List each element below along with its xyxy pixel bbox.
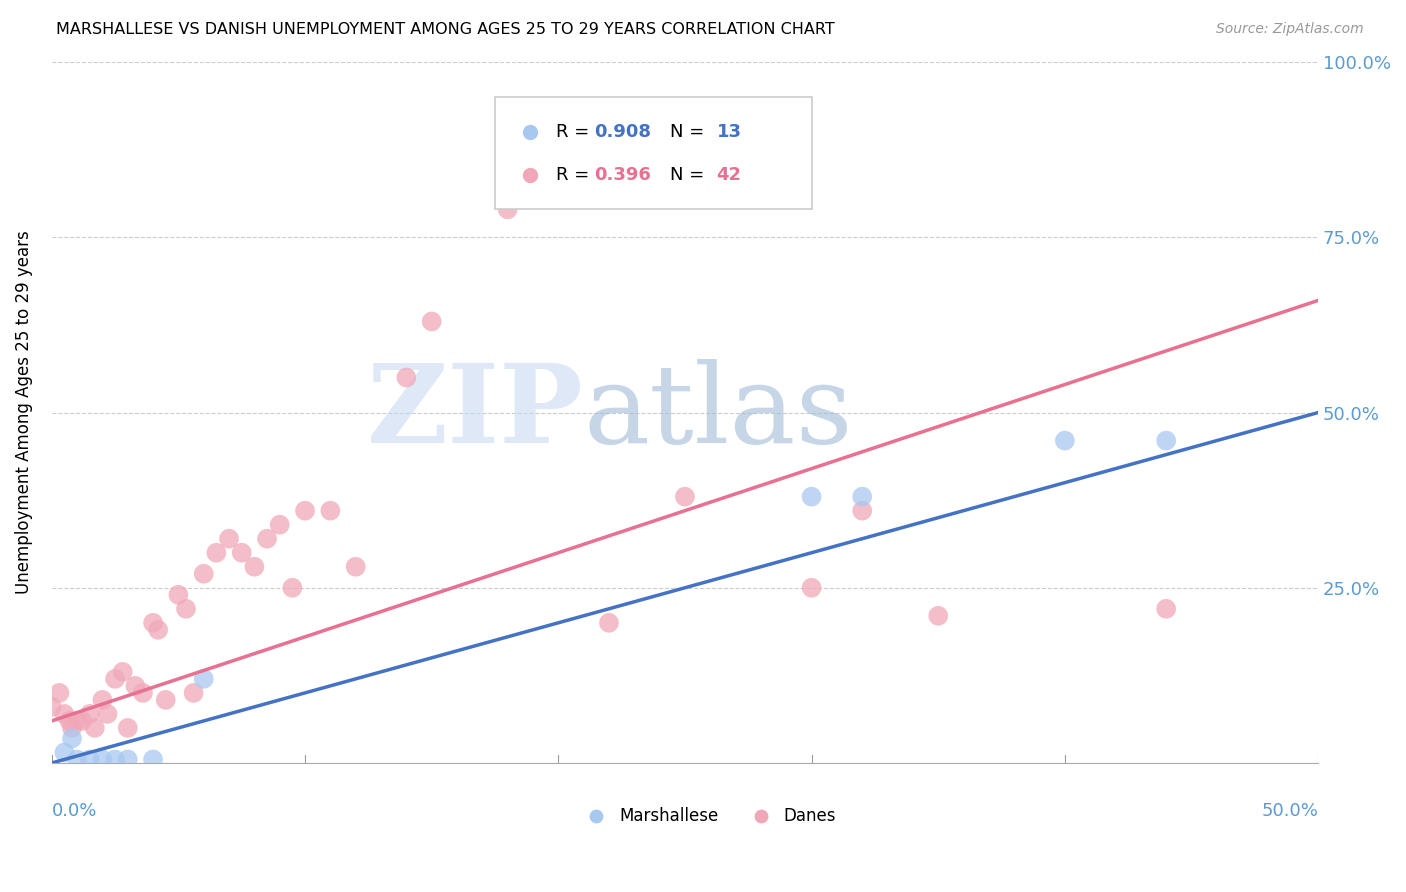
Point bbox=[218, 532, 240, 546]
Point bbox=[673, 490, 696, 504]
Point bbox=[269, 517, 291, 532]
Point bbox=[231, 546, 253, 560]
Point bbox=[111, 665, 134, 679]
Point bbox=[96, 706, 118, 721]
Point bbox=[1129, 808, 1152, 822]
Point bbox=[183, 686, 205, 700]
Point bbox=[205, 546, 228, 560]
Point bbox=[319, 503, 342, 517]
Text: N =: N = bbox=[669, 166, 710, 184]
Point bbox=[53, 746, 76, 760]
Point bbox=[420, 314, 443, 328]
Point bbox=[167, 588, 190, 602]
Point bbox=[66, 752, 89, 766]
Point bbox=[142, 615, 165, 630]
Point bbox=[60, 721, 83, 735]
Point bbox=[83, 721, 105, 735]
Text: ZIP: ZIP bbox=[367, 359, 583, 466]
Text: Danes: Danes bbox=[783, 806, 837, 824]
Point bbox=[53, 706, 76, 721]
Point bbox=[66, 714, 89, 728]
Text: 0.0%: 0.0% bbox=[52, 802, 97, 820]
Point bbox=[395, 370, 418, 384]
Point bbox=[851, 490, 873, 504]
Point bbox=[91, 693, 114, 707]
Text: 13: 13 bbox=[717, 123, 741, 141]
Point bbox=[998, 125, 1021, 139]
Point bbox=[60, 731, 83, 746]
Point bbox=[193, 672, 215, 686]
Point bbox=[1053, 434, 1076, 448]
Point bbox=[155, 693, 177, 707]
Text: 0.908: 0.908 bbox=[593, 123, 651, 141]
Point bbox=[598, 615, 620, 630]
Point bbox=[104, 752, 127, 766]
Point bbox=[800, 581, 823, 595]
Text: R =: R = bbox=[555, 166, 595, 184]
Point bbox=[998, 168, 1021, 182]
Point bbox=[927, 608, 949, 623]
Text: atlas: atlas bbox=[583, 359, 853, 466]
Point bbox=[281, 581, 304, 595]
Point bbox=[256, 532, 278, 546]
Point bbox=[124, 679, 146, 693]
Point bbox=[800, 490, 823, 504]
Text: R =: R = bbox=[555, 123, 595, 141]
Point bbox=[1154, 601, 1177, 615]
Point bbox=[117, 752, 139, 766]
Text: N =: N = bbox=[669, 123, 710, 141]
Text: MARSHALLESE VS DANISH UNEMPLOYMENT AMONG AGES 25 TO 29 YEARS CORRELATION CHART: MARSHALLESE VS DANISH UNEMPLOYMENT AMONG… bbox=[56, 22, 835, 37]
Text: 42: 42 bbox=[717, 166, 741, 184]
FancyBboxPatch shape bbox=[495, 97, 811, 210]
Point bbox=[41, 699, 63, 714]
Point bbox=[79, 752, 101, 766]
Point bbox=[79, 706, 101, 721]
Text: Source: ZipAtlas.com: Source: ZipAtlas.com bbox=[1216, 22, 1364, 37]
Point bbox=[104, 672, 127, 686]
Point bbox=[117, 721, 139, 735]
Point bbox=[146, 623, 169, 637]
Point bbox=[193, 566, 215, 581]
Text: 50.0%: 50.0% bbox=[1261, 802, 1319, 820]
Y-axis label: Unemployment Among Ages 25 to 29 years: Unemployment Among Ages 25 to 29 years bbox=[15, 231, 32, 594]
Point bbox=[58, 714, 80, 728]
Point bbox=[91, 752, 114, 766]
Point bbox=[243, 559, 266, 574]
Point bbox=[1154, 434, 1177, 448]
Point bbox=[142, 752, 165, 766]
Point bbox=[174, 601, 197, 615]
Text: Marshallese: Marshallese bbox=[619, 806, 718, 824]
Point bbox=[294, 503, 316, 517]
Point bbox=[496, 202, 519, 217]
Text: 0.396: 0.396 bbox=[593, 166, 651, 184]
Point bbox=[70, 714, 93, 728]
Point bbox=[48, 686, 70, 700]
Point bbox=[851, 503, 873, 517]
Point bbox=[132, 686, 155, 700]
Point bbox=[344, 559, 367, 574]
